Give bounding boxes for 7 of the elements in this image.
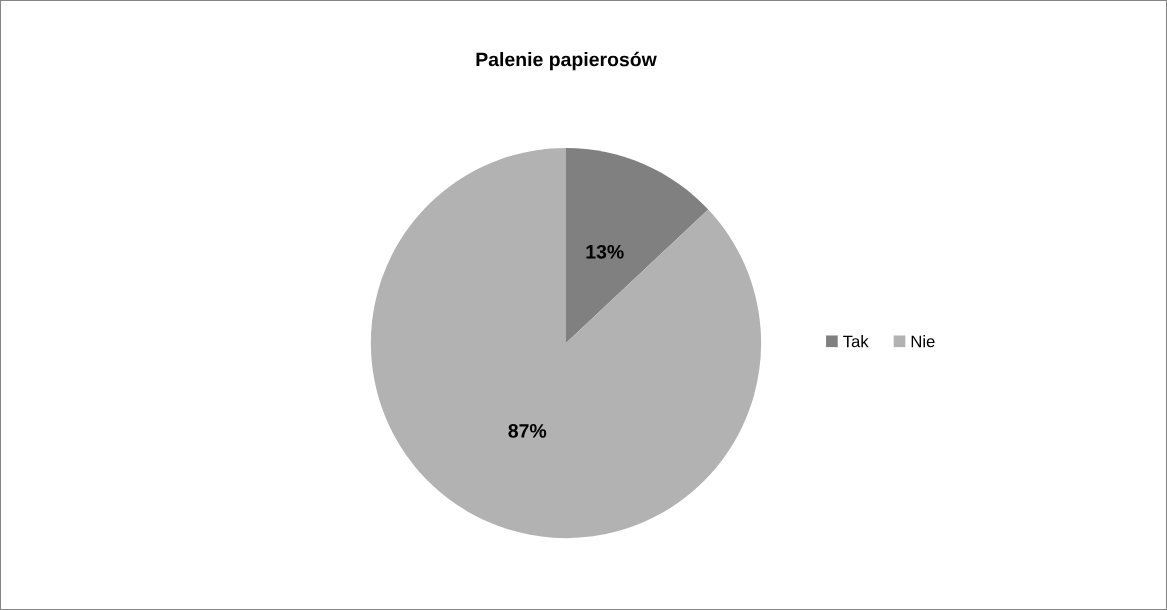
data-label: 87% (508, 423, 547, 438)
data-label: 13% (586, 244, 624, 259)
pie-slice (370, 147, 762, 539)
legend-label: Nie (911, 335, 935, 348)
pie-slice (565, 147, 709, 343)
legend-label: Tak (843, 335, 869, 348)
chart-title: Palenie papierosów (476, 51, 657, 71)
